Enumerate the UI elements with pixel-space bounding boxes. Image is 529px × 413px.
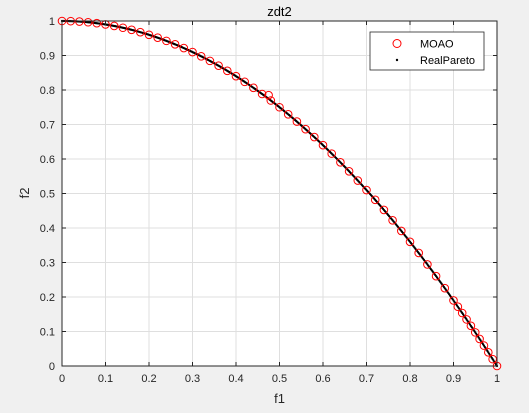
legend-moao-marker: [392, 39, 402, 48]
x-tick-label: 0.7: [359, 373, 374, 385]
moao-point: [223, 66, 232, 76]
moao-point: [431, 271, 441, 281]
moao-point: [231, 71, 241, 81]
moao-point: [249, 83, 258, 93]
moao-point: [144, 30, 154, 40]
legend-box: [369, 31, 485, 71]
moao-point: [344, 166, 354, 176]
x-tick-label: 0.2: [141, 373, 156, 385]
x-tick-label: 1: [494, 373, 500, 385]
moao-point: [475, 334, 484, 344]
moao-point: [479, 341, 489, 350]
moao-point: [127, 25, 136, 35]
y-tick-label: 0: [49, 361, 55, 373]
moao-point: [466, 321, 476, 331]
moao-point: [196, 52, 206, 61]
chart-title: zdt2: [267, 4, 292, 19]
moao-point: [118, 23, 128, 33]
x-tick-label: 0: [59, 373, 65, 385]
y-tick-label: 0.4: [40, 223, 55, 235]
moao-point: [379, 205, 389, 215]
legend-moao-label: MOAO: [420, 39, 454, 51]
moao-point: [205, 56, 215, 66]
moao-point: [370, 195, 380, 205]
moao-point: [240, 77, 249, 87]
moao-point: [453, 302, 463, 311]
moao-point: [75, 17, 84, 26]
moao-point: [327, 149, 337, 158]
y-tick-label: 0.3: [40, 258, 55, 270]
x-axis-ticks: 0 0.1 0.2 0.3 0.4 0.5 0.6 0.7 0.8 0.9 1: [59, 21, 500, 385]
x-tick-label: 0.3: [185, 373, 200, 385]
legend-realpareto-label: RealPareto: [420, 55, 475, 67]
moao-point: [109, 21, 119, 31]
moao-point: [423, 260, 432, 269]
y-tick-label: 1: [49, 16, 55, 28]
moao-point: [470, 328, 480, 337]
moao-point: [457, 308, 467, 318]
moao-point: [362, 185, 371, 195]
moao-point: [353, 176, 363, 185]
moao-point: [136, 27, 145, 37]
y-tick-label: 0.2: [40, 292, 55, 304]
x-tick-label: 0.6: [315, 373, 330, 385]
y-tick-label: 0.8: [40, 85, 55, 97]
moao-point: [336, 158, 345, 167]
series-moao: [57, 16, 502, 371]
x-tick-label: 0.1: [98, 373, 113, 385]
y-tick-label: 0.9: [40, 51, 55, 63]
moao-point: [283, 109, 293, 119]
x-tick-label: 0.5: [272, 373, 287, 385]
moao-point: [170, 40, 180, 49]
moao-point: [318, 140, 328, 150]
moao-point: [292, 117, 302, 126]
moao-point: [484, 348, 493, 357]
moao-point: [440, 283, 450, 293]
x-axis-label: f1: [274, 391, 285, 406]
x-tick-label: 0.9: [446, 373, 461, 385]
y-tick-label: 0.6: [40, 154, 55, 166]
legend-realpareto-marker: [395, 58, 399, 62]
moao-point: [188, 47, 197, 57]
moao-point: [388, 215, 397, 225]
x-tick-label: 0.4: [228, 373, 243, 385]
moao-point: [179, 43, 189, 53]
y-tick-label: 0.5: [40, 189, 55, 201]
moao-point: [266, 96, 276, 105]
moao-point: [92, 18, 102, 28]
moao-point: [83, 17, 93, 27]
moao-point: [414, 248, 424, 258]
moao-point: [162, 36, 171, 46]
moao-point: [214, 61, 223, 71]
legend[interactable]: MOAO RealPareto: [369, 31, 485, 71]
moao-point: [310, 132, 319, 142]
moao-point: [397, 226, 406, 236]
moao-point: [264, 90, 273, 100]
moao-point: [405, 237, 415, 247]
y-tick-label: 0.1: [40, 327, 55, 339]
y-axis-ticks: 0 0.1 0.2 0.3 0.4 0.5 0.6 0.7 0.8 0.9 1: [40, 16, 497, 373]
y-axis-label: f2: [17, 188, 32, 199]
y-tick-label: 0.7: [40, 120, 55, 132]
moao-point: [301, 124, 310, 134]
moao-point: [488, 354, 497, 364]
moao-point: [275, 102, 284, 112]
moao-point: [153, 33, 162, 42]
moao-point: [449, 296, 458, 305]
moao-point: [462, 315, 471, 324]
moao-point: [257, 89, 267, 99]
x-tick-label: 0.8: [402, 373, 417, 385]
